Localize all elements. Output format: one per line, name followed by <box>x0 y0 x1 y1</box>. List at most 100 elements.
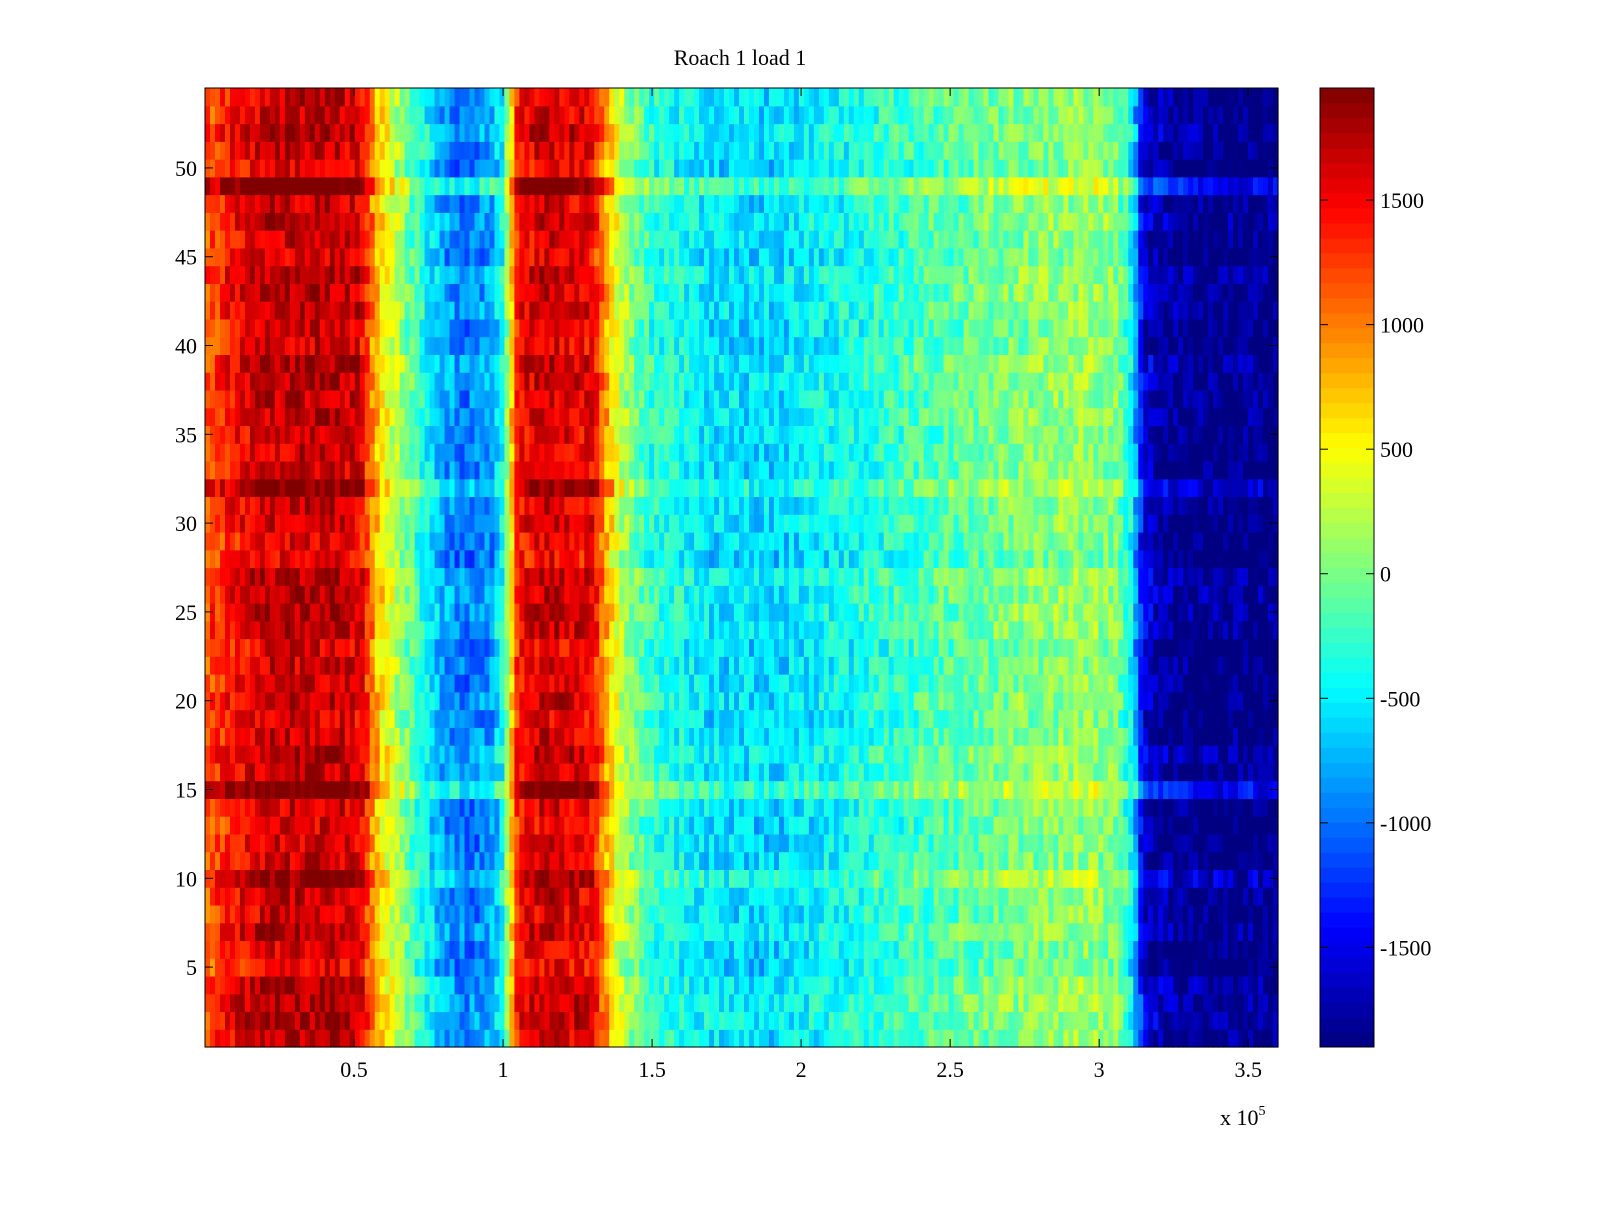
heatmap-cell <box>594 709 600 728</box>
heatmap-cell <box>444 656 451 675</box>
heatmap-cell <box>329 691 336 711</box>
heatmap-cell <box>719 762 725 782</box>
heatmap-cell <box>234 762 241 782</box>
heatmap-cell <box>1228 869 1234 888</box>
heatmap-cell <box>569 887 575 906</box>
heatmap-cell <box>1018 709 1025 728</box>
heatmap-cell <box>763 958 770 977</box>
heatmap-cell <box>818 1029 825 1048</box>
heatmap-cell <box>379 674 386 693</box>
heatmap-cell <box>1093 745 1099 764</box>
heatmap-cell <box>868 762 875 782</box>
heatmap-cell <box>394 709 401 728</box>
heatmap-cell <box>1208 1011 1214 1030</box>
heatmap-cell <box>479 993 486 1013</box>
heatmap-cell <box>449 727 456 746</box>
heatmap-cell <box>614 727 620 746</box>
heatmap-cell <box>1018 1011 1025 1030</box>
heatmap-cell <box>858 940 865 959</box>
heatmap-cell <box>624 833 630 853</box>
heatmap-cell <box>334 780 341 799</box>
heatmap-cell <box>838 780 845 799</box>
heatmap-cell <box>219 674 226 693</box>
heatmap-cell <box>1163 851 1169 871</box>
heatmap-cell <box>1113 1011 1119 1030</box>
heatmap-cell <box>1268 887 1274 906</box>
heatmap-cell <box>913 745 920 764</box>
heatmap-cell <box>853 727 860 746</box>
heatmap-cell <box>519 1029 525 1048</box>
heatmap-cell <box>614 691 620 711</box>
heatmap-cell <box>888 904 895 924</box>
heatmap-cell <box>384 727 391 746</box>
heatmap-cell <box>624 656 630 675</box>
heatmap-cell <box>988 727 995 746</box>
heatmap-cell <box>1028 1011 1035 1030</box>
heatmap-cell <box>544 922 550 942</box>
heatmap-cell <box>1153 780 1159 799</box>
heatmap-cell <box>918 798 925 817</box>
heatmap-cell <box>1058 1029 1064 1048</box>
heatmap-cell <box>259 887 266 906</box>
heatmap-cell <box>958 851 965 871</box>
heatmap-cell <box>649 904 655 924</box>
heatmap-cell <box>1058 833 1064 853</box>
heatmap-cell <box>399 674 406 693</box>
heatmap-cell <box>1013 727 1020 746</box>
heatmap-cell <box>679 727 685 746</box>
heatmap-cell <box>569 1029 575 1048</box>
heatmap-cell <box>1078 851 1084 871</box>
heatmap-cell <box>264 940 271 959</box>
heatmap-cell <box>1193 904 1199 924</box>
heatmap-cell <box>739 1011 745 1030</box>
heatmap-cell <box>529 709 535 728</box>
heatmap-cell <box>444 780 451 799</box>
heatmap-cell <box>484 1029 491 1048</box>
heatmap-cell <box>1128 674 1134 693</box>
heatmap-cell <box>1093 993 1099 1013</box>
heatmap-cell <box>833 869 840 888</box>
heatmap-cell <box>1068 940 1074 959</box>
heatmap-cell <box>848 745 855 764</box>
heatmap-cell <box>943 904 950 924</box>
heatmap-cell <box>838 869 845 888</box>
heatmap-cell <box>903 780 910 799</box>
heatmap-cell <box>848 798 855 817</box>
heatmap-cell <box>494 727 501 746</box>
heatmap-cell <box>369 833 376 853</box>
heatmap-cell <box>559 762 565 782</box>
heatmap-cell <box>439 638 446 657</box>
heatmap-cell <box>474 780 481 799</box>
heatmap-cell <box>943 1029 950 1048</box>
heatmap-cell <box>883 656 890 675</box>
heatmap-cell <box>853 674 860 693</box>
heatmap-cell <box>853 975 860 995</box>
heatmap-cell <box>918 1011 925 1030</box>
heatmap-cell <box>1083 904 1089 924</box>
heatmap-cell <box>689 869 695 888</box>
heatmap-cell <box>1238 727 1244 746</box>
heatmap-cell <box>818 727 825 746</box>
heatmap-cell <box>234 940 241 959</box>
heatmap-cell <box>364 674 371 693</box>
heatmap-cell <box>294 656 301 675</box>
heatmap-cell <box>1008 709 1015 728</box>
heatmap-cell <box>239 816 246 835</box>
heatmap-cell <box>369 975 376 995</box>
heatmap-cell <box>1203 851 1209 871</box>
heatmap-cell <box>709 940 715 959</box>
heatmap-cell <box>224 975 231 995</box>
heatmap-cell <box>309 727 316 746</box>
heatmap-cell <box>848 727 855 746</box>
heatmap-cell <box>1183 816 1189 835</box>
heatmap-cell <box>1178 1029 1184 1048</box>
heatmap-cell <box>514 851 521 871</box>
heatmap-cell <box>424 620 431 640</box>
heatmap-cell <box>888 922 895 942</box>
heatmap-cell <box>449 993 456 1013</box>
heatmap-cell <box>394 975 401 995</box>
heatmap-cell <box>579 745 585 764</box>
heatmap-cell <box>888 674 895 693</box>
heatmap-cell <box>744 656 750 675</box>
heatmap-cell <box>314 1029 321 1048</box>
